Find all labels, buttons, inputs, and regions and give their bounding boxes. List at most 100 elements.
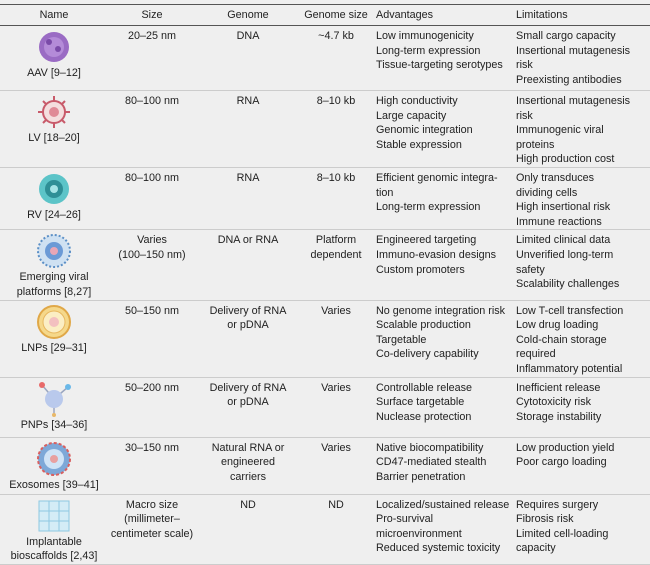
cell-text: DNA: [236, 30, 260, 42]
genome-size-cell: Platform dependent: [300, 229, 372, 301]
vector-icon: [37, 441, 71, 476]
cell-text: Targetable: [376, 333, 427, 346]
cell-text: bioscaffolds [2,43]: [10, 550, 98, 563]
name-cell: LNPs [29–31]: [0, 300, 108, 378]
genome-size-cell: 8–10 kb: [300, 90, 372, 168]
cell-text: High production cost: [516, 153, 615, 166]
comparison-table: Name Size Genome Genome size Advantages Limit…: [0, 4, 650, 565]
cell-text: PNPs [34–36]: [20, 418, 88, 431]
genome-cell: Natural RNA or engineered carriers: [196, 437, 300, 495]
genome-size-cell: Varies: [300, 377, 372, 438]
table-row: AAV [9–12] 20–25 nm DNA ~4.7 kb Low immunoge…: [0, 25, 650, 91]
cell-text: Surface targetable: [376, 396, 465, 409]
limitations-cell: Inefficient release Cytotoxicity risk Stor…: [512, 377, 650, 438]
cell-text: Varies: [321, 381, 351, 394]
name-cell: Exosomes [39–41]: [0, 437, 108, 495]
cell-text: ~4.7 kb: [318, 30, 354, 42]
cell-text: Cold-chain storage: [516, 333, 607, 346]
size-cell: 80–100 nm: [108, 167, 196, 231]
cell-text: Custom promoters: [376, 263, 465, 276]
cell-text: Efficient genomic integra-: [376, 171, 498, 184]
cell-text: Inefficient release: [516, 381, 601, 394]
table-row: Emerging viral platforms [8,27] Varies (100…: [0, 229, 650, 301]
vector-icon: [38, 500, 70, 531]
column-header: Advantages: [372, 4, 512, 26]
cell-text: Scalability challenges: [516, 278, 620, 291]
cell-text: 20–25 nm: [127, 30, 177, 42]
advantages-cell: High conductivity Large capacity Genomic i…: [372, 90, 512, 168]
advantages-cell: Engineered targeting Immuno-evasion desig…: [372, 229, 512, 301]
cell-text: Limited cell-loading: [516, 527, 609, 540]
cell-text: microenvironment: [376, 527, 462, 540]
genome-cell: DNA or RNA: [196, 229, 300, 301]
cell-text: safety: [516, 263, 545, 276]
cell-text: High insertional risk: [516, 201, 611, 214]
cell-text: Reduced systemic toxicity: [376, 542, 501, 555]
table-row: PNPs [34–36] 50–200 nm Delivery of RNA or p…: [0, 377, 650, 438]
advantages-cell: No genome integration risk Scalable produ…: [372, 300, 512, 378]
cell-text: platforms [8,27]: [16, 285, 92, 298]
cell-text: engineered: [220, 456, 276, 469]
cell-text: Genomic integration: [376, 124, 473, 137]
cell-text: Scalable production: [376, 319, 471, 332]
cell-text: risk: [516, 109, 533, 122]
cell-text: Varies: [321, 304, 351, 317]
cell-text: Only transduces: [516, 171, 595, 184]
limitations-cell: Low production yield Poor cargo loading: [512, 437, 650, 495]
genome-cell: Delivery of RNA or pDNA: [196, 377, 300, 438]
size-cell: 80–100 nm: [108, 90, 196, 168]
advantages-cell: Localized/sustained release Pro-survival m…: [372, 494, 512, 565]
cell-text: proteins: [516, 138, 555, 151]
genome-size-cell: Varies: [300, 300, 372, 378]
cell-text: RNA: [236, 95, 260, 107]
cell-text: Preexisting antibodies: [516, 73, 622, 86]
cell-text: 80–100 nm: [124, 95, 180, 107]
cell-text: Insertional mutagenesis: [516, 95, 631, 107]
cell-text: No genome integration risk: [376, 304, 506, 317]
cell-text: capacity: [516, 542, 556, 555]
limitations-cell: Limited clinical data Unverified long-ter…: [512, 229, 650, 301]
name-cell: LV [18–20]: [0, 90, 108, 168]
limitations-cell: Only transduces dividing cells High insert…: [512, 167, 650, 231]
cell-text: Long-term expression: [376, 201, 481, 214]
cell-text: Low production yield: [516, 441, 615, 454]
cell-text: Co-delivery capability: [376, 348, 479, 361]
cell-text: High conductivity: [376, 95, 458, 107]
cell-text: Immuno-evasion designs: [376, 248, 497, 261]
cell-text: Low T-cell transfection: [516, 304, 624, 317]
cell-text: Immune reactions: [516, 215, 602, 228]
cell-text: Inflammatory potential: [516, 362, 623, 375]
genome-size-cell: ~4.7 kb: [300, 25, 372, 91]
cell-text: Insertional mutagenesis: [516, 44, 631, 57]
cell-text: ND: [328, 498, 344, 511]
limitations-cell: Insertional mutagenesis risk Immunogenic v…: [512, 90, 650, 168]
name-cell: Emerging viral platforms [8,27]: [0, 229, 108, 301]
vector-icon: [39, 381, 71, 417]
cell-text: Natural RNA or: [211, 441, 285, 454]
limitations-cell: Requires surgery Fibrosis risk Limited cel…: [512, 494, 650, 565]
size-cell: Macro size (millimeter– centimeter scale): [108, 494, 196, 565]
cell-text: risk: [516, 59, 533, 72]
cell-text: Varies: [321, 441, 351, 454]
cell-text: Varies: [137, 234, 167, 247]
cell-text: 50–200 nm: [124, 381, 180, 394]
cell-text: Storage instability: [516, 410, 602, 423]
table-row: Implantable bioscaffolds [2,43] Macro size…: [0, 494, 650, 565]
size-cell: 50–200 nm: [108, 377, 196, 438]
advantages-cell: Controllable release Surface targetable Nu…: [372, 377, 512, 438]
name-cell: RV [24–26]: [0, 167, 108, 231]
cell-text: Native biocompatibility: [376, 441, 484, 454]
cell-text: required: [516, 348, 556, 361]
cell-text: 30–150 nm: [124, 441, 180, 454]
cell-text: Long-term expression: [376, 44, 481, 57]
size-cell: 20–25 nm: [108, 25, 196, 91]
name-cell: Implantable bioscaffolds [2,43]: [0, 494, 108, 565]
cell-text: 50–150 nm: [124, 304, 180, 317]
cell-text: AAV [9–12]: [27, 67, 81, 79]
header-row: Name Size Genome Genome size Advantages Limit…: [0, 4, 650, 26]
cell-text: Macro size: [125, 498, 179, 511]
cell-text: centimeter scale): [110, 527, 194, 540]
cell-text: Barrier penetration: [376, 470, 466, 483]
table-body: AAV [9–12] 20–25 nm DNA ~4.7 kb Low immunoge…: [0, 25, 650, 565]
table-row: LNPs [29–31] 50–150 nm Delivery of RNA or p…: [0, 300, 650, 378]
